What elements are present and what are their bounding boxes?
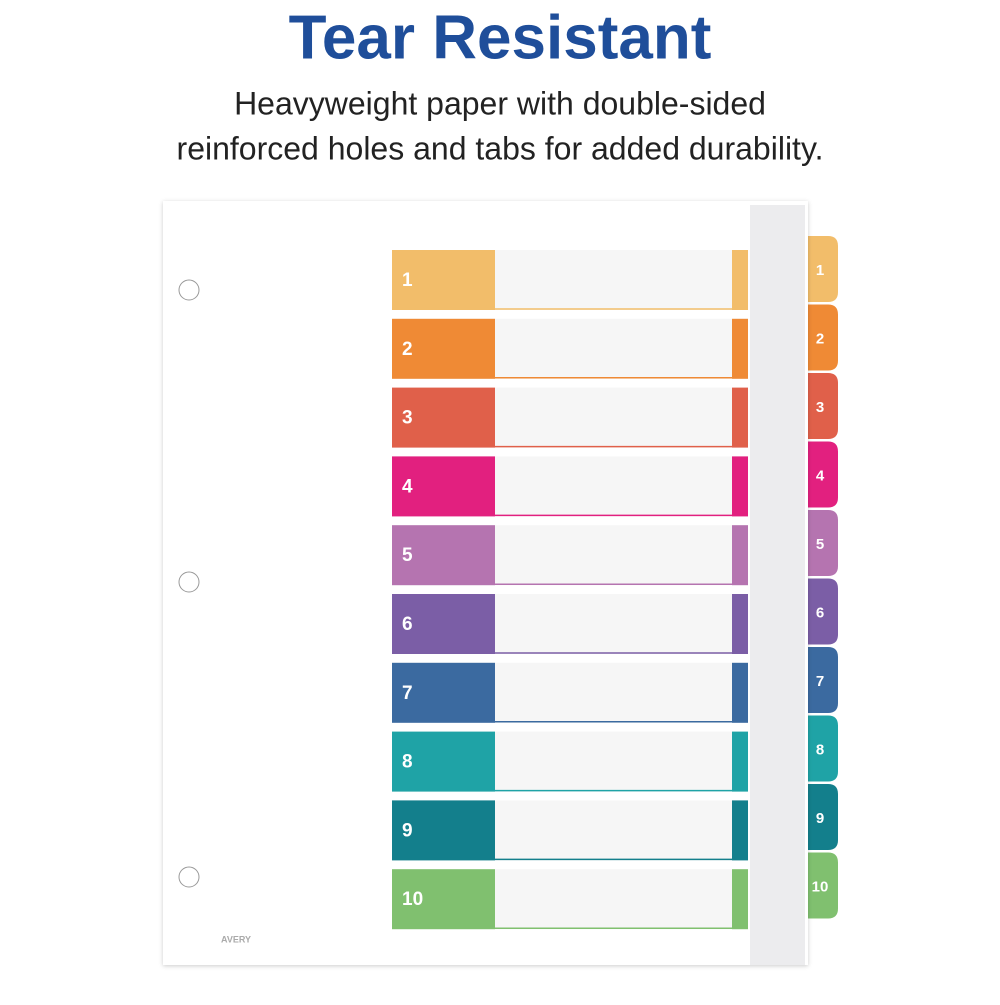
side-tab-number: 1 bbox=[816, 262, 824, 279]
row-end bbox=[732, 594, 748, 654]
row-block bbox=[392, 731, 495, 792]
row-block bbox=[392, 456, 495, 517]
side-tab-number: 9 bbox=[816, 810, 824, 827]
row-end bbox=[732, 662, 748, 723]
brand-logo: AVERY bbox=[221, 934, 251, 944]
title: Tear Resistant bbox=[289, 3, 712, 72]
row-end bbox=[732, 387, 748, 448]
side-tab bbox=[800, 715, 838, 782]
side-tab bbox=[800, 647, 838, 713]
row-block bbox=[392, 525, 495, 586]
side-tab bbox=[800, 852, 838, 919]
reinforced-strip bbox=[750, 205, 805, 965]
hole bbox=[178, 279, 200, 301]
row-end bbox=[732, 800, 748, 861]
row-number: 2 bbox=[402, 339, 413, 360]
row-end bbox=[732, 869, 748, 930]
row-number: 1 bbox=[402, 270, 413, 291]
side-tab bbox=[800, 236, 838, 302]
row-end bbox=[732, 250, 748, 310]
side-tab-number: 3 bbox=[816, 399, 824, 416]
side-tab-number: 5 bbox=[816, 536, 824, 553]
row-block bbox=[392, 250, 495, 310]
row-number: 8 bbox=[402, 752, 413, 773]
side-tab-number: 6 bbox=[816, 604, 824, 621]
side-tab-number: 8 bbox=[816, 741, 824, 758]
row-end bbox=[732, 525, 748, 586]
side-tab bbox=[800, 304, 838, 371]
side-tab bbox=[800, 441, 838, 508]
row-block bbox=[392, 869, 495, 930]
side-tab-number: 10 bbox=[812, 878, 829, 895]
hole bbox=[178, 571, 200, 593]
row-end bbox=[732, 318, 748, 379]
side-tab bbox=[800, 784, 838, 850]
row-number: 10 bbox=[402, 889, 423, 910]
tab-rows: 1 2 3 4 5 6 7 8 9 10 bbox=[392, 250, 748, 930]
row-number: 7 bbox=[402, 683, 413, 704]
side-tab-number: 7 bbox=[816, 673, 824, 690]
side-tab bbox=[800, 510, 838, 576]
row-block bbox=[392, 800, 495, 861]
subtitle-line: Heavyweight paper with double-sided bbox=[234, 85, 766, 121]
side-tab-number: 4 bbox=[816, 467, 825, 484]
side-tab-number: 2 bbox=[816, 330, 824, 347]
side-tab bbox=[800, 373, 838, 439]
row-number: 4 bbox=[402, 476, 413, 497]
row-block bbox=[392, 387, 495, 448]
row-end bbox=[732, 731, 748, 792]
side-tab bbox=[800, 578, 838, 645]
row-number: 9 bbox=[402, 820, 413, 841]
hole bbox=[178, 866, 200, 888]
row-end bbox=[732, 456, 748, 517]
row-number: 5 bbox=[402, 545, 413, 566]
row-number: 6 bbox=[402, 614, 413, 635]
row-block bbox=[392, 662, 495, 723]
row-block bbox=[392, 318, 495, 379]
side-tabs: 1 2 3 4 5 6 7 8 9 10 bbox=[800, 236, 838, 919]
subtitle-line: reinforced holes and tabs for added dura… bbox=[177, 130, 824, 166]
row-number: 3 bbox=[402, 408, 413, 429]
row-block bbox=[392, 594, 495, 654]
